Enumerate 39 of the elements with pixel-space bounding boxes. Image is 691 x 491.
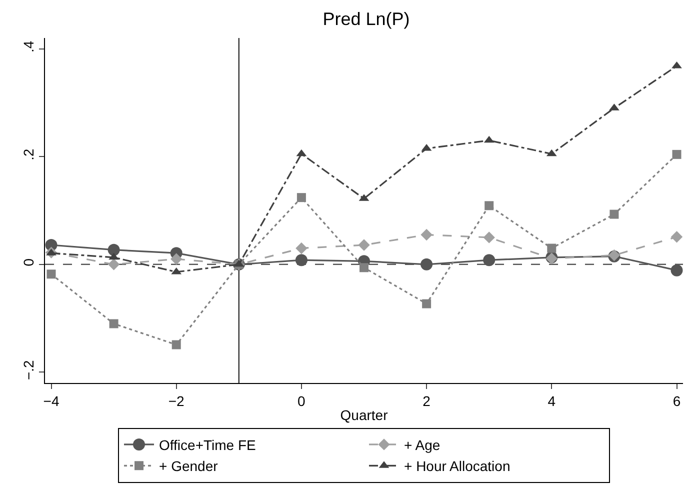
point <box>420 258 433 270</box>
point <box>360 263 368 272</box>
chart-title: Pred Ln(P) <box>322 8 410 29</box>
x-tick-label: 2 <box>422 392 431 409</box>
point <box>420 228 432 241</box>
y-tick-label: .2 <box>20 148 36 160</box>
point <box>170 253 182 265</box>
x-tick-label: 0 <box>298 392 306 409</box>
point <box>108 244 120 256</box>
point <box>610 210 619 219</box>
point <box>46 270 56 279</box>
point <box>108 258 120 270</box>
point <box>358 239 370 251</box>
point <box>484 201 494 210</box>
point <box>422 299 432 308</box>
x-tick-label: 6 <box>672 392 681 409</box>
point <box>296 193 306 202</box>
legend-label: + Hour Allocation <box>404 458 510 474</box>
legend-label: + Gender <box>159 458 218 474</box>
legend-label: + Age <box>404 436 440 453</box>
y-tick-label: −.2 <box>20 360 36 380</box>
legend-label: Office+Time FE <box>159 436 256 453</box>
point <box>109 319 118 328</box>
point <box>483 254 496 266</box>
point <box>672 150 682 159</box>
point <box>108 252 119 260</box>
point <box>547 244 556 253</box>
point <box>296 242 308 254</box>
y-tick-label: .4 <box>20 40 36 53</box>
x-tick-label: −2 <box>168 392 185 409</box>
point <box>670 264 683 276</box>
point <box>295 254 308 266</box>
point <box>483 232 495 244</box>
point <box>670 231 683 243</box>
x-tick-label: −4 <box>43 392 60 409</box>
x-tick-label: 4 <box>548 392 556 409</box>
point <box>172 340 181 350</box>
x-axis-title: Quarter <box>340 407 388 424</box>
y-tick-label: 0 <box>20 258 36 266</box>
